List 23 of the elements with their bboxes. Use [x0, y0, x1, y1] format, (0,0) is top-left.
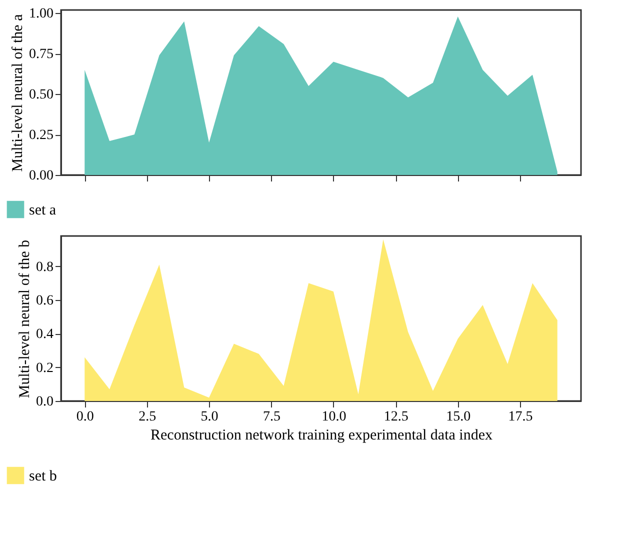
x-tick-label: 7.5 — [262, 410, 280, 424]
legend-label: set a — [29, 202, 56, 218]
y-tick-label: 0.00 — [29, 168, 54, 184]
y-tick-label: 0.4 — [36, 327, 54, 342]
y-tick-label: 0.50 — [29, 88, 54, 103]
x-axis-title: Reconstruction network training experimental data index — [150, 428, 493, 444]
y-axis-title: Multi-level neural of the b — [17, 240, 33, 398]
y-tick-label: 1.00 — [29, 6, 54, 22]
x-tick-label: 2.5 — [138, 410, 156, 424]
y-tick-label: 0.75 — [29, 47, 54, 62]
y-axis-title: Multi-level neural of the a — [10, 14, 26, 172]
y-tick-label: 0.8 — [36, 260, 54, 275]
x-tick-label: 5.0 — [200, 410, 218, 424]
y-tick-label: 0.6 — [36, 293, 54, 308]
y-tick-label: 0.2 — [36, 360, 54, 376]
x-tick-label: 10.0 — [322, 410, 346, 424]
x-tick-label: 12.5 — [384, 410, 408, 424]
legend-label: set b — [29, 468, 57, 484]
x-tick-label: 15.0 — [446, 410, 471, 424]
x-tick-label: 0.0 — [76, 410, 94, 424]
y-tick-label: 0.0 — [36, 394, 54, 410]
y-tick-label: 0.25 — [29, 128, 54, 144]
x-tick-label: 17.5 — [508, 410, 533, 424]
